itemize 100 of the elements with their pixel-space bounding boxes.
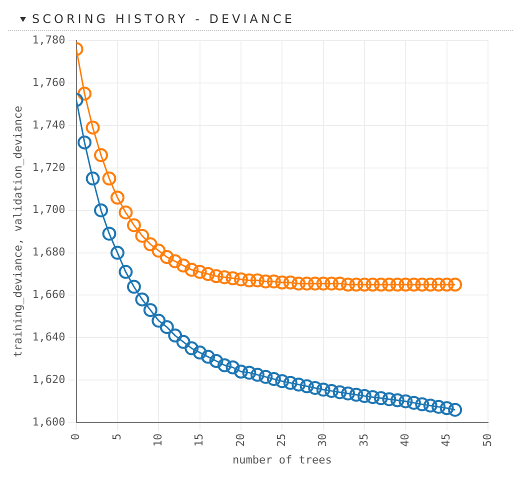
point <box>118 205 133 220</box>
x-tick-label: 0 <box>69 434 82 440</box>
point <box>308 276 322 291</box>
point <box>440 401 454 416</box>
point <box>102 172 116 186</box>
point <box>152 314 166 328</box>
point <box>201 350 216 364</box>
point <box>250 273 264 288</box>
point <box>184 341 199 356</box>
point <box>292 276 306 291</box>
point <box>110 190 124 205</box>
y-tick-label: 1,740 <box>32 118 66 132</box>
point <box>316 276 330 291</box>
point <box>423 278 438 292</box>
y-tick-label: 1,680 <box>32 246 66 259</box>
y-tick-label: 1,760 <box>32 76 66 89</box>
point <box>324 384 339 398</box>
point <box>118 264 133 279</box>
y-tick-label: 1,720 <box>32 160 66 174</box>
point <box>366 390 380 404</box>
point <box>234 364 248 379</box>
point <box>300 379 314 394</box>
point <box>440 278 454 292</box>
point <box>266 372 281 386</box>
point <box>218 270 232 284</box>
point <box>341 278 356 292</box>
point <box>374 278 388 292</box>
x-tick-label: 15 <box>192 434 206 447</box>
point <box>168 328 182 343</box>
y-tick-label: 1,780 <box>32 33 66 46</box>
point <box>94 203 108 218</box>
point <box>135 292 150 306</box>
point <box>78 135 92 150</box>
y-axis-title: training_deviance, validation_deviance <box>11 106 24 358</box>
point <box>201 267 216 282</box>
point <box>160 250 174 264</box>
point <box>283 376 298 390</box>
point <box>300 276 314 291</box>
point <box>110 246 124 260</box>
point <box>390 278 404 292</box>
point <box>184 262 199 277</box>
point <box>209 269 224 284</box>
point <box>316 382 330 397</box>
point <box>415 278 430 292</box>
point <box>94 148 108 162</box>
point <box>266 274 281 288</box>
point <box>357 389 372 404</box>
point <box>160 320 174 334</box>
point <box>382 392 396 406</box>
x-tick-label: 5 <box>110 434 124 440</box>
point <box>448 278 462 292</box>
y-tick-label: 1,640 <box>32 330 66 344</box>
point <box>432 400 446 414</box>
chart-title: SCORING HISTORY - DEVIANCE <box>32 12 295 26</box>
point <box>242 273 256 288</box>
point <box>432 278 446 292</box>
point <box>308 380 322 395</box>
point <box>242 366 256 380</box>
point <box>152 244 166 258</box>
point <box>448 402 462 417</box>
x-tick-label: 30 <box>316 434 330 447</box>
point <box>275 374 290 388</box>
point <box>406 396 421 410</box>
point <box>423 398 438 413</box>
y-tick-label: 1,700 <box>32 203 66 216</box>
point <box>406 278 421 292</box>
point <box>258 370 273 384</box>
point <box>168 254 182 268</box>
y-tick-label: 1,600 <box>32 415 66 428</box>
point <box>292 378 306 392</box>
point <box>283 276 298 290</box>
point <box>374 391 388 406</box>
point <box>192 346 207 360</box>
point <box>332 276 347 291</box>
x-tick-label: 45 <box>440 434 453 447</box>
point <box>143 303 158 318</box>
point <box>192 264 207 279</box>
point <box>218 358 232 372</box>
point <box>86 172 100 186</box>
x-tick-label: 25 <box>275 434 288 447</box>
point <box>398 394 413 408</box>
point <box>86 120 100 135</box>
point <box>102 226 116 241</box>
point <box>226 360 240 374</box>
point <box>176 334 190 349</box>
x-tick-label: 40 <box>398 434 412 447</box>
point <box>357 278 372 292</box>
point <box>258 274 273 288</box>
y-tick-label: 1,660 <box>32 288 66 302</box>
point <box>324 276 339 291</box>
x-axis-title: number of trees <box>232 453 332 466</box>
point <box>275 276 290 290</box>
point <box>135 228 150 243</box>
point <box>366 278 380 292</box>
point <box>415 397 430 412</box>
point <box>349 278 364 292</box>
point <box>341 386 356 400</box>
point <box>78 86 92 101</box>
point <box>126 218 141 232</box>
point <box>226 271 240 286</box>
